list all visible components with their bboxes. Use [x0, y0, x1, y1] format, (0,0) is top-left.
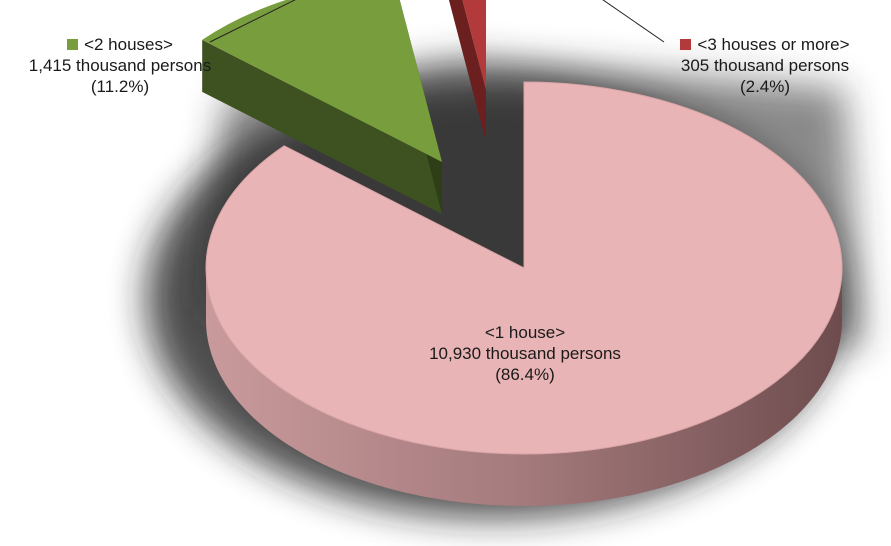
- slice-two-cut: [202, 39, 442, 214]
- label-three-value: 305 thousand persons: [680, 56, 850, 75]
- leader-line-two: [209, 0, 296, 43]
- label-one-value: 10,930 thousand persons: [429, 344, 621, 363]
- slice-one-side: [206, 269, 842, 506]
- leader-line-three: [602, 0, 665, 43]
- label-one-percent: (86.4%): [495, 365, 555, 384]
- label-one-category: <1 house>: [484, 323, 566, 342]
- label-three-percent: (2.4%): [739, 77, 791, 96]
- label-three-category: <3 houses or more>: [697, 35, 850, 54]
- label-two-percent: (11.2%): [90, 77, 150, 96]
- label-two-category: <2 houses>: [84, 35, 173, 54]
- label-two-value: 1,415 thousand persons: [28, 56, 212, 75]
- slice-three-top: [462, 0, 486, 90]
- pie-tops: [202, 0, 843, 455]
- slice-two-top: [202, 0, 442, 162]
- label-two-houses: <2 houses> 1,415 thousand persons (11.2%…: [0, 34, 240, 97]
- label-three-houses: <3 houses or more> 305 thousand persons …: [640, 34, 890, 97]
- slice-one-top: [205, 81, 843, 455]
- leader-lines: [209, 0, 665, 43]
- label-one-house: <1 house> 10,930 thousand persons (86.4%…: [390, 322, 660, 385]
- swatch-three-houses: [680, 39, 692, 50]
- slice-three-cut: [448, 0, 486, 142]
- swatch-two-houses: [67, 39, 79, 50]
